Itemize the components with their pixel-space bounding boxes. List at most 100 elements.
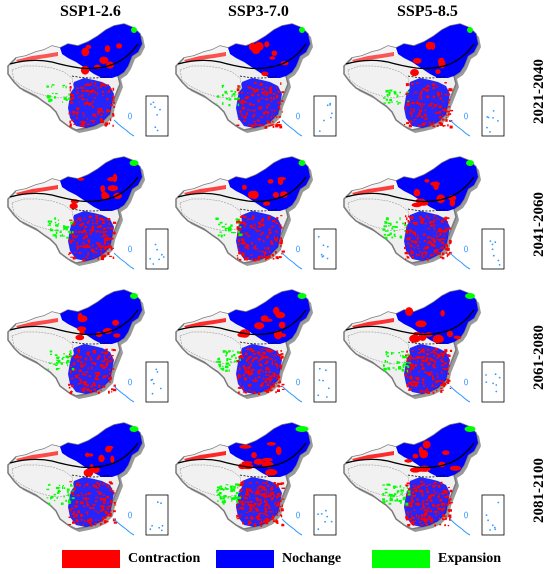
- contraction-cell: [97, 108, 101, 110]
- contraction-patch: [433, 181, 439, 191]
- contraction-cell: [258, 498, 262, 501]
- contraction-cell: [251, 350, 255, 353]
- contraction-cell: [109, 381, 111, 383]
- region-nochange-north: [396, 290, 478, 344]
- contraction-cell: [440, 256, 443, 259]
- contraction-cell: [98, 110, 102, 112]
- contraction-cell: [256, 258, 261, 261]
- inset-island: [320, 513, 323, 515]
- contraction-cell: [253, 523, 257, 527]
- expansion-cell: [222, 365, 224, 368]
- expansion-cell: [57, 491, 60, 494]
- contraction-patch: [100, 185, 106, 193]
- contraction-cell: [93, 362, 97, 366]
- contraction-cell: [275, 123, 278, 126]
- contraction-cell: [76, 514, 78, 518]
- expansion-cell: [395, 486, 398, 488]
- contraction-cell: [92, 504, 96, 506]
- contraction-cell: [410, 217, 414, 220]
- contraction-cell: [69, 219, 73, 221]
- expansion-cell: [231, 500, 233, 502]
- expansion-cell: [65, 355, 68, 358]
- expansion-cell: [237, 486, 239, 489]
- contraction-cell: [449, 88, 453, 92]
- boundary-dashed: [407, 341, 447, 345]
- contraction-cell: [236, 220, 238, 224]
- expansion-cell: [228, 104, 231, 107]
- contraction-cell: [268, 388, 272, 391]
- contraction-cell: [81, 120, 84, 123]
- contraction-cell: [432, 505, 436, 507]
- contraction-cell: [99, 482, 101, 484]
- expansion-cell: [216, 486, 221, 489]
- contraction-cell: [70, 256, 73, 258]
- contraction-cell: [425, 114, 427, 117]
- contraction-west: [16, 185, 58, 195]
- contraction-cell: [111, 391, 113, 393]
- contraction-cell: [405, 516, 408, 520]
- contraction-cell: [268, 255, 271, 259]
- contraction-cell: [79, 245, 83, 248]
- contraction-cell: [114, 504, 117, 506]
- contraction-cell: [439, 119, 441, 122]
- contraction-cell: [262, 370, 264, 373]
- contraction-cell: [88, 219, 90, 223]
- contraction-cell: [431, 375, 434, 378]
- contraction-cell: [72, 256, 76, 260]
- inset-island: [326, 257, 329, 260]
- contraction-cell: [100, 505, 104, 508]
- contraction-cell: [449, 125, 453, 129]
- contraction-cell: [239, 489, 243, 492]
- contraction-cell: [263, 239, 265, 243]
- contraction-cell: [237, 508, 240, 510]
- expansion-cell: [63, 496, 65, 498]
- contraction-cell: [236, 518, 240, 520]
- contraction-cell: [100, 82, 103, 85]
- contraction-cell: [84, 374, 87, 376]
- contraction-cell: [436, 504, 439, 508]
- contraction-cell: [260, 255, 262, 257]
- contraction-cell: [103, 520, 107, 524]
- inset-island: [152, 263, 155, 265]
- contraction-cell: [98, 384, 101, 388]
- contraction-cell: [76, 107, 80, 111]
- contraction-cell: [94, 372, 98, 374]
- contraction-cell: [69, 370, 72, 374]
- expansion-cell: [217, 360, 222, 363]
- expansion-cell: [385, 217, 389, 221]
- contraction-cell: [108, 122, 111, 125]
- contraction-cell: [251, 368, 255, 371]
- contraction-cell: [105, 363, 109, 366]
- contraction-cell: [436, 231, 438, 234]
- expansion-cell: [239, 358, 241, 361]
- expansion-cell: [383, 225, 387, 228]
- contraction-cell: [238, 356, 242, 358]
- contraction-cell: [109, 377, 112, 381]
- expansion-cell: [389, 362, 391, 365]
- contraction-cell: [68, 383, 71, 386]
- contraction-cell: [264, 501, 268, 503]
- contraction-cell: [276, 95, 279, 98]
- contraction-cell: [408, 382, 411, 385]
- boundary-line: [177, 43, 307, 70]
- contraction-cell: [240, 513, 242, 516]
- contraction-cell: [105, 236, 108, 239]
- expansion-cell: [232, 350, 234, 352]
- contraction-cell: [409, 229, 412, 232]
- contraction-cell: [250, 87, 253, 90]
- contraction-cell: [83, 387, 86, 389]
- contraction-cell: [236, 360, 240, 363]
- contraction-cell: [439, 387, 443, 389]
- contraction-cell: [405, 484, 409, 487]
- contraction-cell: [441, 252, 445, 256]
- contraction-cell: [440, 358, 443, 362]
- contraction-cell: [95, 248, 98, 250]
- contraction-cell: [448, 113, 452, 115]
- contraction-cell: [270, 387, 273, 389]
- contraction-cell: [239, 221, 243, 224]
- contraction-cell: [250, 254, 253, 256]
- contraction-cell: [89, 245, 91, 248]
- contraction-cell: [255, 490, 257, 493]
- contraction-cell: [417, 247, 420, 249]
- contraction-cell: [270, 488, 272, 492]
